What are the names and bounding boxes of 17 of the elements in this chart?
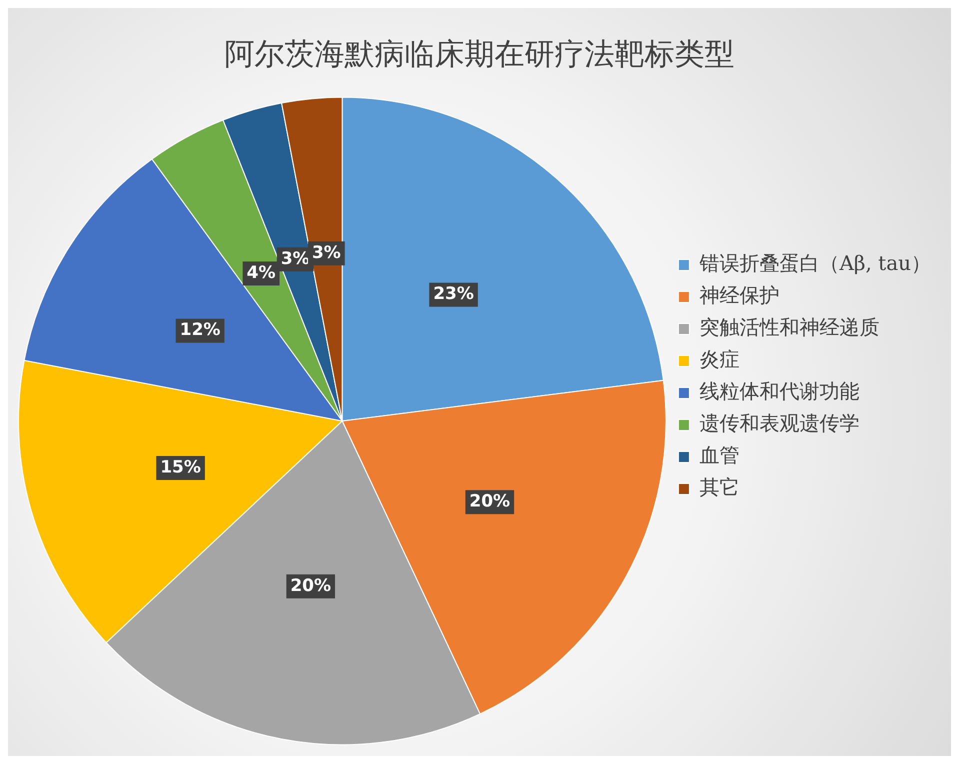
data-label: 3% bbox=[312, 242, 341, 263]
data-label: 20% bbox=[290, 576, 332, 596]
legend-label: 错误折叠蛋白（Aβ, tau） bbox=[698, 251, 931, 276]
legend-label: 线粒体和代谢功能 bbox=[699, 379, 860, 404]
legend-label: 遗传和表观遗传学 bbox=[699, 411, 860, 436]
legend-label: 其它 bbox=[699, 475, 740, 500]
chart-title: 阿尔茨海默病临床期在研疗法靶标类型 bbox=[224, 36, 734, 72]
data-label: 23% bbox=[433, 284, 474, 304]
data-label: 3% bbox=[280, 248, 310, 269]
legend-label: 炎症 bbox=[699, 347, 740, 372]
legend-label: 血管 bbox=[699, 443, 740, 468]
data-label: 4% bbox=[246, 262, 276, 283]
data-label: 12% bbox=[180, 320, 220, 340]
data-label: 20% bbox=[469, 492, 510, 512]
legend-label: 突触活性和神经递质 bbox=[699, 315, 880, 340]
legend-label: 神经保护 bbox=[699, 283, 780, 308]
data-label: 15% bbox=[160, 457, 201, 478]
